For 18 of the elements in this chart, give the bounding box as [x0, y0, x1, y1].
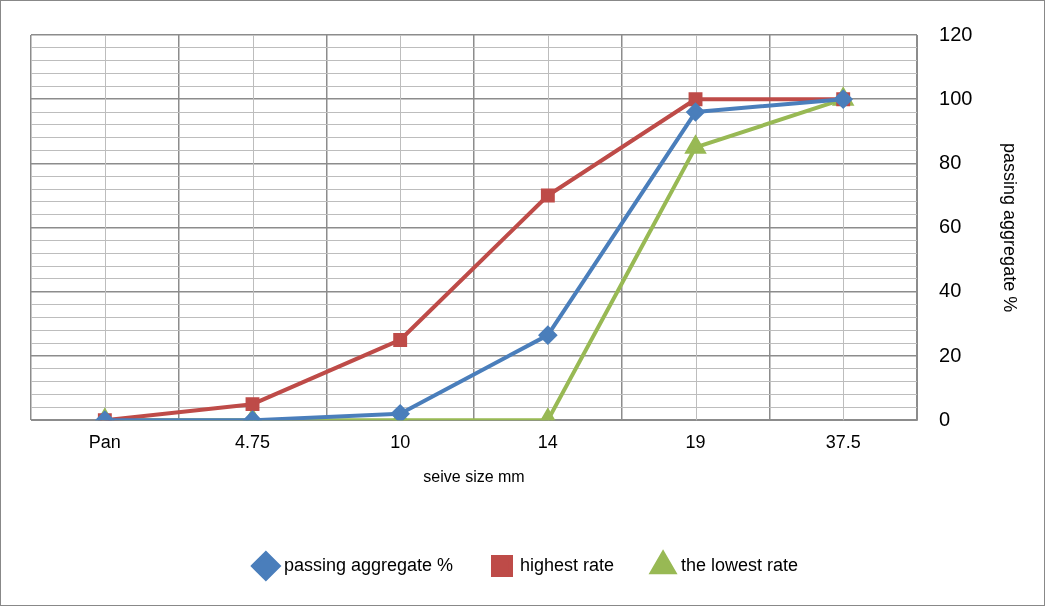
x-tick-label: 4.75 [234, 431, 271, 452]
x-tick-label: 37.5 [825, 431, 861, 452]
legend-label: the lowest rate [681, 554, 799, 575]
y-tick-label: 60 [939, 215, 962, 238]
y-tick-label: 20 [939, 343, 962, 366]
y-tick-label: 80 [939, 150, 962, 173]
x-tick-label: 19 [685, 431, 706, 452]
x-tick-label: 14 [537, 431, 558, 452]
x-tick-label: 10 [390, 431, 411, 452]
legend-label: highest rate [520, 554, 615, 575]
y-tick-label: 100 [939, 86, 973, 109]
y-tick-label: 0 [939, 407, 951, 430]
x-tick-label: Pan [88, 431, 121, 452]
y-tick-label: 120 [939, 22, 973, 45]
y-tick-label: 40 [939, 279, 962, 302]
x-axis-title: seive size mm [423, 467, 525, 485]
y-axis-title: passing aggregate % [1000, 143, 1021, 313]
legend-label: passing aggregate % [283, 554, 453, 575]
